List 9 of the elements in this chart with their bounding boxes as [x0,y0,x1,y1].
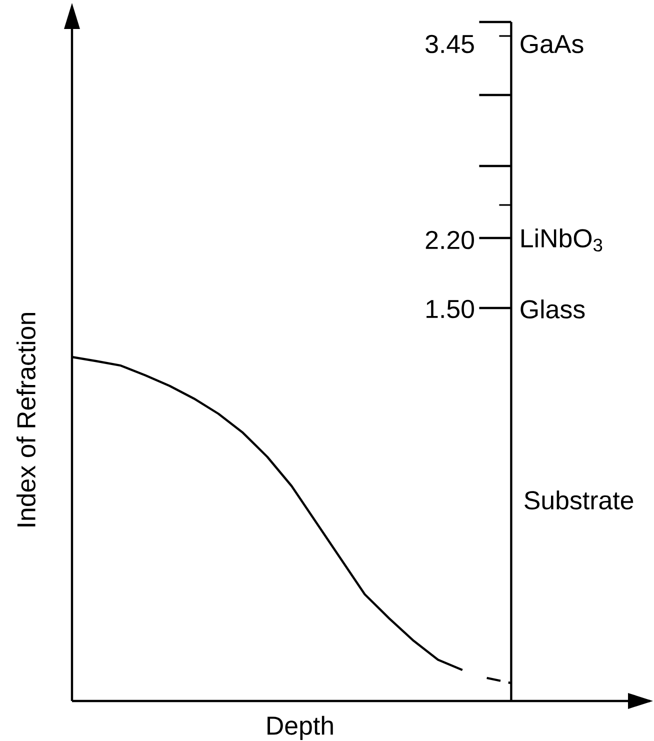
x-axis-title: Depth [268,716,333,740]
text: Glass [520,299,585,319]
text: 3.45 [426,34,474,54]
y-axis-title: Index of Refraction [16,313,36,526]
text: 2.20 [426,230,474,250]
text: Substrate [524,490,634,510]
text: LiNbO$_{3}$ [522,228,602,252]
text: GaAs [520,34,584,54]
text: 1.50 [426,300,474,318]
